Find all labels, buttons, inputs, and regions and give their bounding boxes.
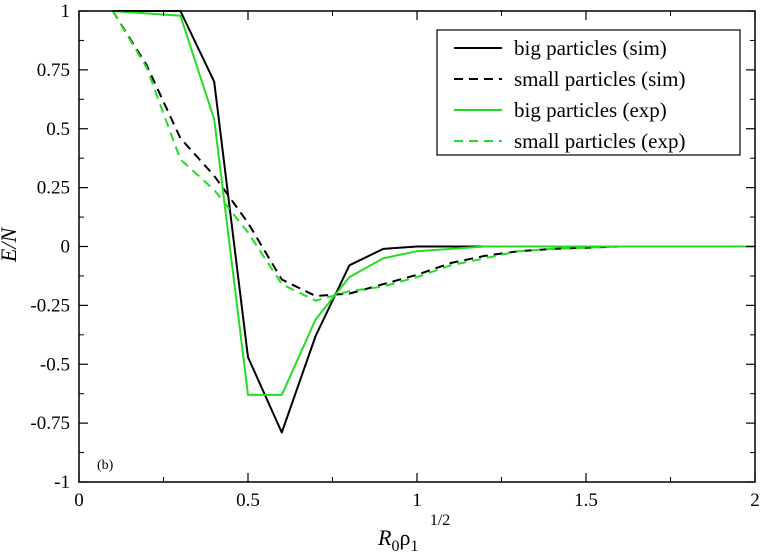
x-tick-label: 0.5 (236, 490, 260, 511)
y-tick-label: -0.5 (40, 354, 70, 375)
y-tick-label: -0.75 (30, 413, 70, 434)
legend-label-small-particles-sim: small particles (sim) (514, 67, 685, 91)
x-axis-title-rho: ρ (399, 525, 410, 550)
y-tick-label: 0.5 (46, 119, 70, 140)
series-line-big-particles-exp (112, 10, 755, 396)
legend-items: big particles (sim) small particles (sim)… (454, 36, 685, 153)
legend-label-small-particles-exp: small particles (exp) (514, 129, 685, 153)
x-tick-label: 1.5 (574, 490, 598, 511)
x-tick-label: 1 (412, 490, 422, 511)
panel-label: (b) (97, 458, 114, 473)
x-axis-title-sup: 1/2 (430, 512, 450, 529)
y-tick-label: -1 (54, 472, 70, 493)
x-tick-label: 2 (750, 490, 760, 511)
legend-box (436, 29, 741, 156)
y-tick-label: 1 (61, 1, 71, 22)
y-tick-label: -0.25 (30, 295, 70, 316)
x-axis-ticks: 0 0.5 1 1.5 2 (74, 11, 760, 511)
x-tick-label: 0 (74, 490, 84, 511)
y-tick-label: 0.75 (37, 60, 70, 81)
y-axis-title: E/N (0, 227, 21, 264)
y-axis-ticks: -1 -0.75 -0.5 -0.25 0 0.25 0.5 0.75 1 (30, 1, 755, 493)
x-axis-title-r: R (377, 525, 392, 550)
legend-label-big-particles-exp: big particles (exp) (514, 98, 667, 122)
y-tick-label: 0.25 (37, 178, 70, 199)
series-line-small-particles-exp (111, 10, 755, 302)
plot-lines (111, 10, 755, 434)
legend-label-big-particles-sim: big particles (sim) (514, 36, 667, 60)
x-axis-title-sub0: 0 (391, 538, 399, 554)
x-axis-title: R0ρ1 1/2 (377, 512, 450, 554)
x-axis-title-sub1: 1 (410, 538, 418, 554)
y-tick-label: 0 (61, 237, 71, 258)
legend: big particles (sim) small particles (sim)… (436, 29, 741, 156)
